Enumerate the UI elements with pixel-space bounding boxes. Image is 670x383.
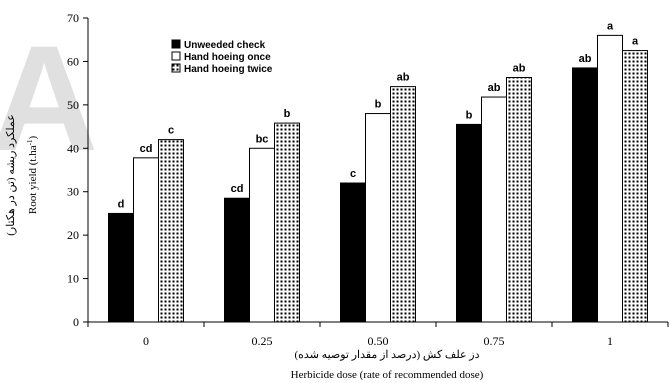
y-tick-label: 20 (67, 228, 79, 242)
y-axis-ticks: 0 10 20 30 40 50 60 70 (67, 11, 88, 329)
y-axis-title-fa: عملکرد ریشه (تن در هکتار) (5, 114, 17, 236)
x-tick-label: 1 (607, 334, 613, 348)
bar-significance-label: b (466, 109, 473, 121)
y-tick-label: 40 (67, 141, 79, 155)
bar (249, 147, 275, 323)
watermark-text: A (0, 14, 98, 182)
bar-significance-label: bc (256, 133, 269, 145)
x-tick-label: 0.50 (368, 334, 389, 348)
legend-label: Unweeded check (184, 40, 266, 51)
bar-significance-label: ab (488, 82, 501, 94)
y-tick-label: 0 (73, 315, 79, 329)
y-tick-label: 30 (67, 185, 79, 199)
bar (597, 34, 623, 323)
y-tick-label: 50 (67, 98, 79, 112)
x-axis-ticks: 0 0.25 0.50 0.75 1 (87, 322, 669, 348)
bar (390, 86, 416, 323)
y-tick-label: 60 (67, 54, 79, 68)
bar (108, 212, 134, 323)
bar-significance-label: cd (140, 143, 153, 155)
y-axis-title-fa-text: عملکرد ریشه (تن در هکتار) (5, 114, 17, 236)
bar (572, 67, 598, 323)
bar-significance-label: b (375, 99, 382, 111)
bar (340, 182, 366, 323)
y-axis-title-en-sup: -1 (26, 139, 34, 145)
y-tick-label: 70 (67, 11, 79, 25)
legend-label: Hand hoeing once (184, 52, 271, 63)
bar-significance-label: d (118, 198, 125, 210)
legend-swatch (171, 51, 181, 61)
bar-significance-label: cd (231, 183, 244, 195)
x-axis-title: Herbicide dose (rate of recommended dose… (291, 369, 484, 381)
bar-significance-label: a (632, 36, 639, 48)
y-axis-title-en-end: ) (27, 136, 39, 140)
bar (481, 96, 507, 323)
y-axis-title-en-main: Root yield (t.ha (27, 145, 39, 214)
bar (133, 157, 159, 323)
bar (274, 122, 300, 323)
x-axis-title-fa: دز علف کش (درصد از مقدار توصیه شده) (295, 349, 480, 361)
legend-swatch (171, 63, 181, 73)
bar (365, 113, 391, 323)
bar-significance-label: ab (397, 72, 410, 84)
bar (622, 50, 648, 323)
legend-swatch (171, 39, 181, 49)
y-tick-label: 10 (67, 272, 79, 286)
bar-significance-label: ab (513, 62, 526, 74)
bars (108, 34, 648, 323)
bar-significance-label: a (607, 20, 614, 32)
bar-significance-label: c (350, 168, 356, 180)
bar-significance-label: c (168, 125, 174, 137)
bar (224, 197, 250, 323)
x-tick-label: 0.75 (484, 334, 505, 348)
bar (158, 139, 184, 323)
legend-label: Hand hoeing twice (184, 64, 273, 75)
y-axis-title-en-text: Root yield (t.ha-1) (26, 136, 39, 215)
axes (87, 18, 668, 323)
bar (456, 123, 482, 323)
bar-significance-label: ab (579, 53, 592, 65)
y-axis-title-en: Root yield (t.ha-1) (26, 136, 39, 215)
x-tick-label: 0.25 (252, 334, 273, 348)
bar (506, 76, 532, 323)
x-tick-label: 0 (143, 334, 149, 348)
bar-significance-label: b (284, 108, 291, 120)
